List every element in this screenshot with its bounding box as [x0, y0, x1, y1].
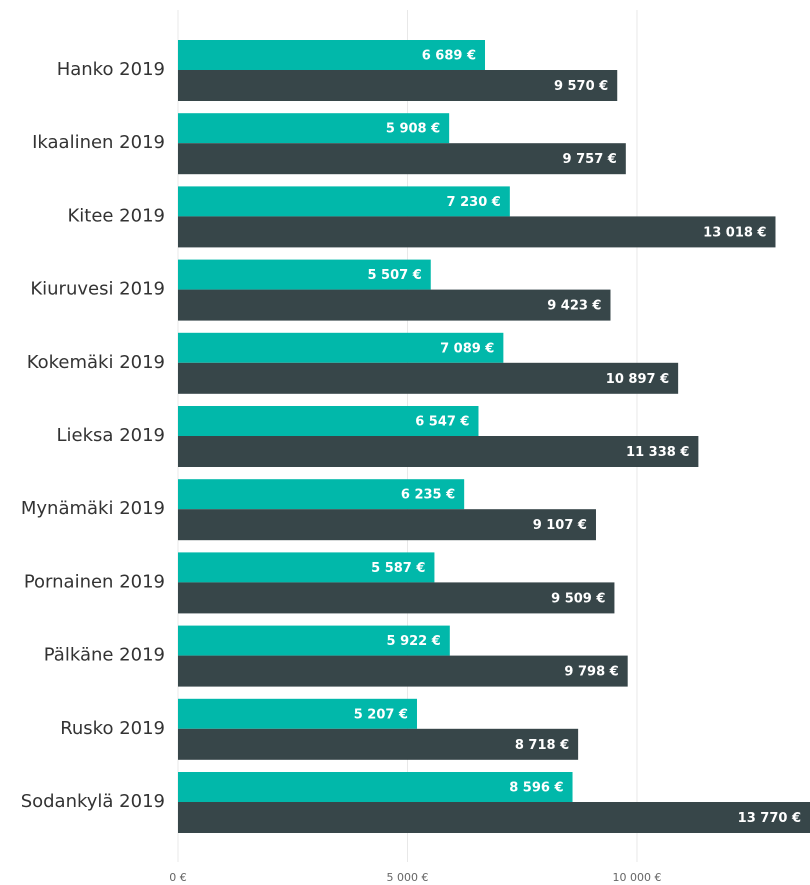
data-label: 7 230 € — [447, 195, 501, 210]
bar — [178, 698, 417, 729]
data-label: 13 018 € — [703, 225, 766, 240]
data-label: 13 770 € — [738, 811, 801, 826]
bar — [178, 406, 479, 436]
y-tick-label: Mynämäki 2019 — [21, 498, 165, 519]
y-tick-label: Kiuruvesi 2019 — [30, 279, 165, 300]
bar — [178, 552, 435, 583]
data-label: 9 509 € — [551, 591, 605, 606]
bar — [178, 625, 450, 656]
bar — [178, 259, 431, 290]
y-tick-label: Kitee 2019 — [67, 205, 165, 226]
data-label: 10 897 € — [606, 372, 669, 387]
bar — [178, 479, 465, 510]
y-tick-label: Kokemäki 2019 — [27, 352, 165, 373]
data-label: 9 570 € — [554, 79, 608, 94]
y-tick-label: Lieksa 2019 — [57, 425, 165, 446]
x-tick-label: 0 € — [169, 871, 187, 884]
bar — [178, 332, 504, 363]
bar — [178, 802, 810, 833]
bar — [178, 772, 573, 802]
data-label: 5 908 € — [386, 122, 440, 137]
data-label: 6 689 € — [422, 49, 476, 64]
bar — [178, 362, 679, 394]
bar — [178, 655, 628, 687]
y-tick-label: Pornainen 2019 — [24, 571, 165, 592]
data-label: 9 107 € — [533, 518, 587, 533]
x-tick-label: 10 000 € — [612, 871, 661, 884]
data-label: 5 507 € — [367, 268, 421, 283]
bar — [178, 113, 450, 144]
data-label: 6 547 € — [415, 415, 469, 430]
bar — [178, 509, 596, 541]
data-label: 5 587 € — [371, 561, 425, 576]
data-label: 9 423 € — [547, 299, 601, 314]
bar — [178, 143, 626, 175]
data-label: 5 922 € — [387, 634, 441, 649]
data-label: 7 089 € — [440, 341, 494, 356]
x-tick-label: 5 000 € — [386, 871, 428, 884]
y-tick-label: Ikaalinen 2019 — [32, 132, 165, 153]
bar — [178, 40, 486, 70]
data-label: 8 718 € — [515, 738, 569, 753]
y-tick-label: Hanko 2019 — [57, 59, 165, 80]
data-label: 9 757 € — [563, 152, 617, 167]
bar — [178, 70, 618, 101]
bar — [178, 216, 776, 248]
y-tick-label: Pälkäne 2019 — [44, 645, 165, 666]
y-tick-label: Rusko 2019 — [60, 718, 165, 739]
bar — [178, 186, 510, 217]
data-label: 6 235 € — [401, 488, 455, 503]
data-label: 11 338 € — [626, 445, 689, 460]
bar — [178, 436, 699, 467]
bar — [178, 582, 615, 614]
y-tick-label: Sodankylä 2019 — [21, 791, 165, 812]
data-label: 5 207 € — [354, 707, 408, 722]
data-label: 9 798 € — [564, 665, 618, 680]
bar — [178, 289, 611, 321]
bar — [178, 728, 579, 760]
data-label: 8 596 € — [509, 781, 563, 796]
